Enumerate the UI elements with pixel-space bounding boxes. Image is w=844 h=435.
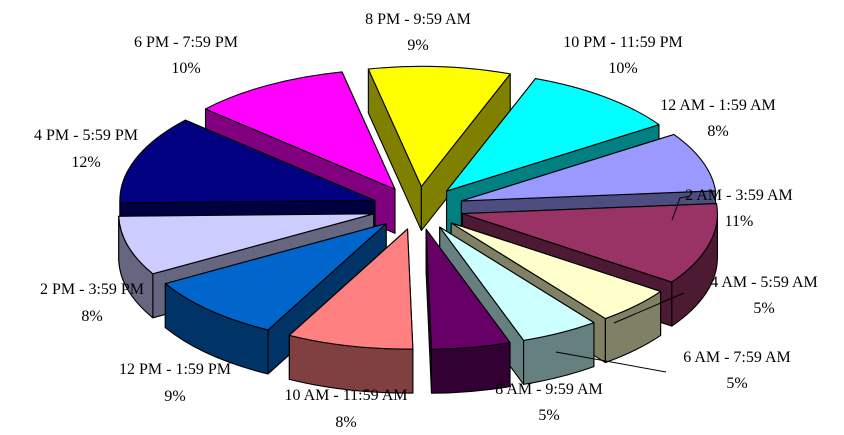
slice-top-4 bbox=[450, 222, 662, 320]
pie-slices bbox=[118, 65, 718, 394]
slice-top-0 bbox=[367, 65, 511, 187]
slice-top-5 bbox=[439, 226, 595, 341]
slice-label-1: 10 PM - 11:59 PM bbox=[563, 34, 682, 51]
slice-top-7 bbox=[288, 228, 414, 350]
slice-percent-7: 8% bbox=[335, 414, 356, 431]
slice-percent-8: 9% bbox=[164, 388, 185, 405]
leader-line-3 bbox=[671, 195, 691, 221]
slice-6 bbox=[425, 228, 511, 394]
slice-top-9 bbox=[118, 213, 375, 275]
slice-top-11 bbox=[204, 71, 396, 190]
slice-percent-0: 9% bbox=[407, 37, 428, 54]
slice-label-0: 8 PM - 9:59 AM bbox=[365, 11, 471, 28]
slice-top-2 bbox=[460, 133, 717, 202]
slice-percent-2: 8% bbox=[707, 123, 728, 140]
slice-0 bbox=[367, 65, 511, 231]
slice-label-3: 2 AM - 3:59 AM bbox=[685, 187, 793, 204]
slice-percent-9: 8% bbox=[81, 308, 102, 325]
slice-top-10 bbox=[119, 119, 376, 204]
slice-label-7: 10 AM - 11:59 AM bbox=[285, 387, 408, 404]
leader-line-5 bbox=[555, 351, 667, 373]
slice-label-11: 6 PM - 7:59 PM bbox=[134, 34, 238, 51]
leader-lines bbox=[555, 195, 691, 373]
slice-label-8: 12 PM - 1:59 PM bbox=[119, 361, 231, 378]
slice-percent-10: 12% bbox=[71, 154, 100, 171]
slice-top-1 bbox=[446, 78, 660, 192]
slice-top-3 bbox=[461, 203, 718, 283]
slice-7 bbox=[288, 228, 414, 394]
leader-line-4 bbox=[613, 292, 685, 324]
slice-percent-11: 10% bbox=[171, 60, 200, 77]
slice-label-9: 2 PM - 3:59 PM bbox=[40, 281, 144, 298]
slice-label-6: 8 AM - 9:59 AM bbox=[495, 381, 603, 398]
slice-labels: 8 PM - 9:59 AM 9% 10 PM - 11:59 PM 10% 12 AM… bbox=[34, 11, 818, 431]
slice-percent-4: 5% bbox=[753, 300, 774, 317]
slice-top-8 bbox=[164, 223, 387, 331]
slice-label-4: 4 AM - 5:59 AM bbox=[710, 274, 818, 291]
slice-percent-3: 11% bbox=[725, 213, 754, 230]
slice-percent-1: 10% bbox=[608, 60, 637, 77]
slice-percent-6: 5% bbox=[538, 407, 559, 424]
slice-label-5: 6 AM - 7:59 AM bbox=[683, 349, 791, 366]
slice-top-6 bbox=[425, 228, 511, 350]
slice-label-10: 4 PM - 5:59 PM bbox=[34, 127, 138, 144]
slice-percent-5: 5% bbox=[726, 375, 747, 392]
slice-label-2: 12 AM - 1:59 AM bbox=[660, 97, 776, 114]
